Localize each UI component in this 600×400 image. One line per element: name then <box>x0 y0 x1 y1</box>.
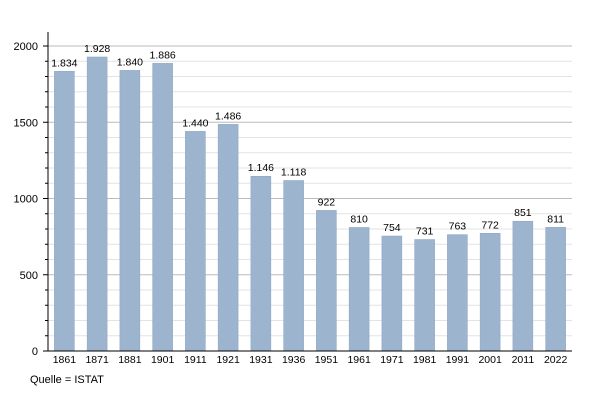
bar-2022 <box>545 227 566 352</box>
data-label-2011: 851 <box>514 207 532 219</box>
bar-2001 <box>479 233 501 352</box>
bar-1931 <box>250 175 272 352</box>
data-label-1881: 1.840 <box>117 56 143 68</box>
x-tick-label-1961: 1961 <box>347 354 371 366</box>
bar-1861 <box>54 71 75 352</box>
y-tick-label: 2000 <box>14 41 38 53</box>
data-label-1971: 754 <box>383 222 401 234</box>
data-label-1861: 1.834 <box>51 57 77 69</box>
x-tick-label-1971: 1971 <box>380 354 404 366</box>
x-tick-label-1901: 1901 <box>151 354 175 366</box>
x-tick-label-1951: 1951 <box>315 354 339 366</box>
x-tick-label-2011: 2011 <box>512 354 535 366</box>
x-tick-label-1981: 1981 <box>413 354 437 366</box>
data-label-1901: 1.886 <box>149 49 175 61</box>
bar-1961 <box>348 227 370 352</box>
bar-2011 <box>512 220 534 352</box>
bar-1951 <box>316 210 337 352</box>
x-tick-label-1871: 1871 <box>85 354 109 366</box>
bar-1911 <box>185 131 206 352</box>
data-label-1931: 1.146 <box>248 162 274 174</box>
data-label-1936: 1.118 <box>281 167 307 179</box>
x-tick-label-1936: 1936 <box>282 354 306 366</box>
y-tick-label: 0 <box>32 346 38 358</box>
x-tick-label-2001: 2001 <box>478 354 502 366</box>
x-tick-label-1861: 1861 <box>53 354 77 366</box>
data-label-2022: 811 <box>547 213 564 225</box>
bar-1881 <box>119 70 141 352</box>
data-label-1981: 731 <box>416 226 434 238</box>
bar-1991 <box>447 234 468 352</box>
bar-1981 <box>414 239 435 352</box>
bar-1871 <box>86 56 108 352</box>
data-label-1951: 922 <box>318 196 336 208</box>
y-tick-label: 500 <box>20 270 38 282</box>
data-label-1921: 1.486 <box>215 110 241 122</box>
source-note: Quelle = ISTAT <box>30 374 104 386</box>
bar-1921 <box>217 124 239 352</box>
bar-1901 <box>152 63 173 352</box>
x-tick-label-1991: 1991 <box>446 354 470 366</box>
x-tick-label-1911: 1911 <box>184 354 207 366</box>
x-tick-label-1921: 1921 <box>216 354 240 366</box>
x-tick-label-1881: 1881 <box>118 354 142 366</box>
data-label-1961: 810 <box>350 213 368 225</box>
data-label-1871: 1.928 <box>84 43 110 55</box>
y-tick-label: 1000 <box>14 194 38 206</box>
data-label-2001: 772 <box>481 219 499 231</box>
y-tick-label: 1500 <box>14 117 38 129</box>
x-tick-label-2022: 2022 <box>544 354 568 366</box>
bar-1936 <box>283 180 304 352</box>
bar-1971 <box>381 235 403 352</box>
data-label-1991: 763 <box>449 221 467 233</box>
x-tick-label-1931: 1931 <box>249 354 273 366</box>
data-label-1911: 1.440 <box>182 117 208 129</box>
